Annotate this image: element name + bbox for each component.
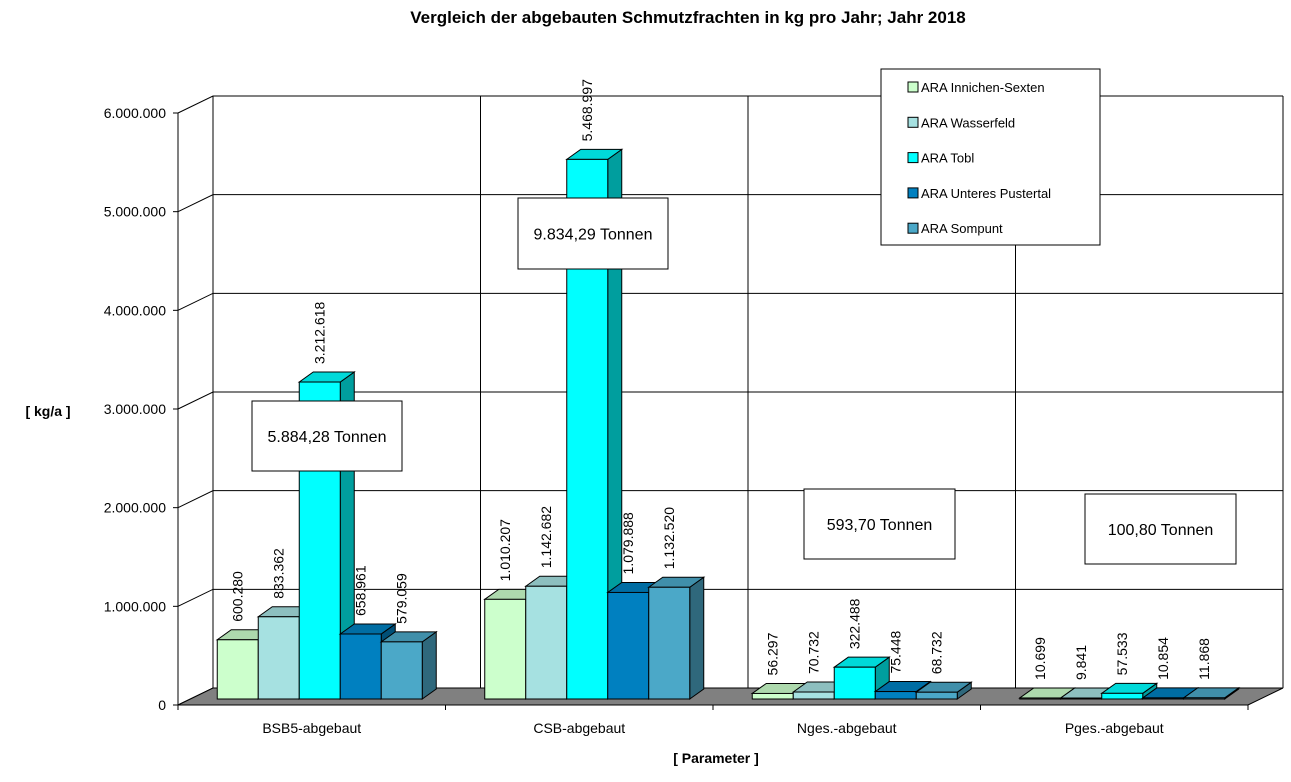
data-label: 1.132.520 (661, 507, 677, 569)
legend-label: ARA Unteres Pustertal (921, 186, 1051, 201)
data-label: 56.297 (765, 632, 781, 675)
legend-swatch (907, 222, 919, 234)
bar (525, 585, 568, 700)
data-label: 10.699 (1032, 637, 1048, 680)
data-label: 658.961 (353, 565, 369, 616)
bar (339, 633, 382, 700)
bar (380, 641, 423, 700)
y-tick-label: 6.000.000 (104, 105, 166, 121)
data-label: 1.142.682 (538, 506, 554, 568)
bar (216, 639, 259, 700)
plot-area: 0 1.000.000 2.000.000 3.000.000 4.000.000 5.0… (104, 68, 1284, 736)
x-tick-label: Nges.-abgebaut (797, 720, 897, 736)
bar-side (689, 576, 705, 700)
annotation-box (517, 197, 669, 270)
data-label: 70.732 (806, 631, 822, 674)
bar (648, 586, 691, 700)
data-label: 5.468.997 (579, 79, 595, 141)
data-label: 1.079.888 (620, 512, 636, 574)
grid-line (177, 194, 1283, 213)
legend-label: ARA Tobl (921, 151, 974, 166)
y-tick-label: 2.000.000 (104, 500, 166, 516)
annotation-text: 5.884,28 Tonnen (268, 429, 387, 446)
bar (874, 691, 917, 700)
grid-line (177, 292, 1283, 311)
grid-line (177, 95, 1283, 114)
annotation-box (251, 400, 403, 472)
bar (751, 692, 794, 700)
y-tick-label: 4.000.000 (104, 302, 166, 318)
bar (1183, 697, 1226, 700)
legend-swatch (907, 116, 919, 128)
y-tick-label: 0 (158, 697, 166, 713)
grid-line (177, 588, 1283, 607)
annotation-text: 9.834,29 Tonnen (534, 227, 653, 244)
y-axis-label: [ kg/a ] (25, 403, 70, 419)
y-tick-label: 5.000.000 (104, 204, 166, 220)
data-label: 3.212.618 (312, 302, 328, 364)
legend-label: ARA Innichen-Sexten (921, 80, 1045, 95)
y-tick-label: 3.000.000 (104, 401, 166, 417)
x-tick-label: CSB-abgebaut (533, 720, 625, 736)
bar (607, 591, 650, 700)
x-tick-label: BSB5-abgebaut (262, 720, 361, 736)
x-tick-label: Pges.-abgebaut (1065, 720, 1164, 736)
data-label: 579.059 (394, 573, 410, 624)
data-label: 11.868 (1196, 638, 1212, 680)
data-label: 600.280 (230, 571, 246, 622)
bar (1101, 692, 1144, 700)
bar (833, 666, 876, 700)
bar (1060, 697, 1103, 700)
data-label: 322.488 (847, 598, 863, 649)
bar (257, 616, 300, 700)
bar (915, 691, 958, 700)
data-label: 833.362 (271, 548, 287, 599)
annotation-box (803, 488, 956, 560)
bar (792, 691, 835, 700)
bar (484, 598, 527, 700)
data-label: 1.010.207 (497, 519, 513, 581)
annotation-text: 593,70 Tonnen (827, 517, 933, 534)
grid-line (177, 391, 1283, 410)
data-label: 9.841 (1073, 645, 1089, 680)
data-label: 10.854 (1155, 637, 1171, 680)
chart-title: Vergleich der abgebauten Schmutzfrachten… (410, 8, 966, 27)
legend-swatch (907, 152, 919, 164)
x-axis-label: [ Parameter ] (673, 750, 759, 766)
bar (1019, 697, 1062, 700)
legend-label: ARA Wasserfeld (921, 115, 1015, 130)
y-tick-label: 1.000.000 (104, 598, 166, 614)
bar-side (421, 630, 437, 700)
annotation-box (1084, 493, 1237, 565)
legend-swatch (907, 81, 919, 93)
annotation-text: 100,80 Tonnen (1108, 522, 1214, 539)
data-label: 68.732 (929, 631, 945, 674)
data-label: 57.533 (1114, 632, 1130, 675)
legend-swatch (907, 187, 919, 199)
bar (1142, 697, 1185, 700)
data-label: 75.448 (888, 631, 904, 674)
legend-label: ARA Sompunt (921, 221, 1003, 236)
